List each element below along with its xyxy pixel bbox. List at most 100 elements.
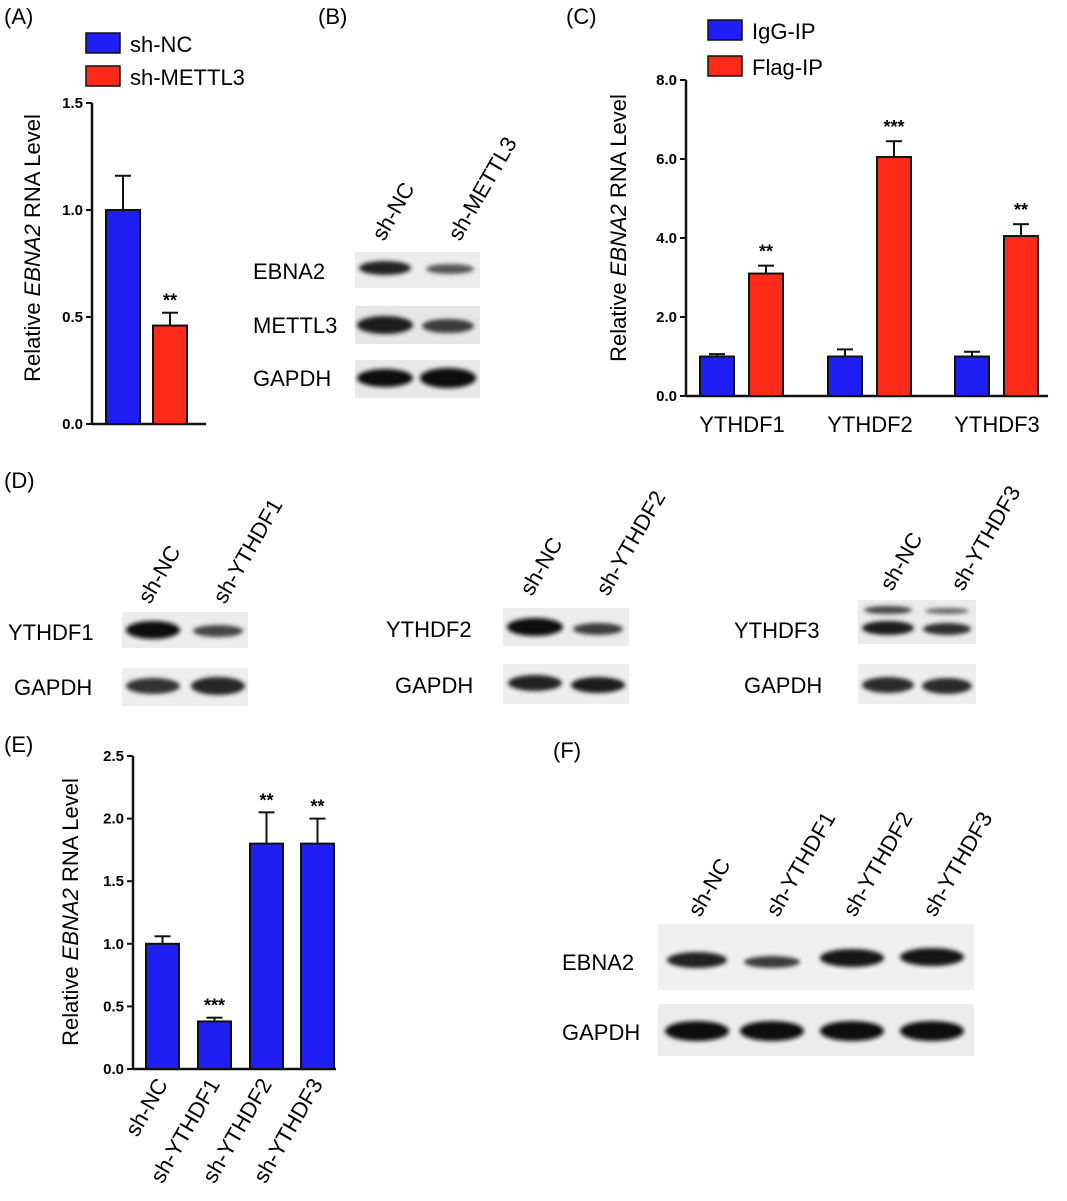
y-tick-label: 0.5 — [62, 309, 83, 326]
band — [862, 621, 914, 635]
significance-label: ** — [259, 790, 273, 810]
band — [359, 261, 411, 275]
band — [744, 956, 800, 968]
chart-a: 0.0 0.5 1.0 1.5 ** — [62, 95, 206, 433]
band — [357, 369, 413, 387]
chart-e-ylabel: Relative EBNA2 RNA Level — [58, 778, 83, 1046]
band — [193, 625, 243, 637]
blot-f-row-label-gapdh: GAPDH — [562, 1020, 640, 1045]
y-tick-label: 1.5 — [62, 95, 83, 112]
significance-label: ** — [310, 797, 324, 817]
band — [864, 606, 912, 614]
blot-b-row-label-ebna2: EBNA2 — [253, 259, 325, 284]
x-category-label: YTHDF3 — [954, 412, 1040, 437]
significance-label: *** — [883, 117, 904, 137]
blot-d1-lane-label-2: sh-YTHDF1 — [208, 494, 288, 607]
blot-d3-lane-label-2: sh-YTHDF3 — [946, 481, 1026, 594]
blot-f-lane-label-4: sh-YTHDF3 — [918, 807, 998, 920]
y-tick-label: 8.0 — [656, 72, 677, 89]
chart-e: 0.00.51.01.52.02.5sh-NC***sh-YTHDF1**sh-… — [103, 748, 336, 1187]
blot-b-row-label-gapdh: GAPDH — [253, 366, 331, 391]
bar — [105, 209, 141, 425]
legend-swatch-flag-ip — [707, 55, 743, 77]
bar — [145, 942, 180, 1070]
band — [571, 677, 625, 693]
blot-f-lane-label-3: sh-YTHDF2 — [838, 807, 918, 920]
y-tick-label: 1.0 — [103, 936, 124, 953]
panel-d: (D) sh-NC sh-YTHDF1 YTHDF1 GAPDH sh-NC s… — [4, 468, 1025, 706]
bar — [249, 842, 284, 1071]
y-tick-label: 0.0 — [656, 388, 677, 405]
band — [900, 948, 964, 966]
chart-c-ylabel: Relative EBNA2 RNA Level — [606, 94, 631, 362]
significance-label: *** — [204, 996, 225, 1016]
blot-b-lane-label-1: sh-NC — [367, 178, 420, 245]
y-tick-label: 0.0 — [103, 1061, 124, 1078]
y-tick-label: 2.0 — [103, 811, 124, 828]
y-tick-label: 1.5 — [103, 873, 124, 890]
panel-f: (F) sh-NC sh-YTHDF1 sh-YTHDF2 sh-YTHDF3 … — [553, 738, 997, 1056]
significance-label: ** — [163, 291, 177, 311]
panel-b-label: (B) — [318, 4, 347, 29]
panel-b: (B) sh-NC sh-METTL3 EBNA2 METTL3 GAPDH — [253, 4, 522, 398]
y-tick-label: 1.0 — [62, 202, 83, 219]
blot-d3-lane-label-1: sh-NC — [875, 528, 928, 595]
panel-a: (A) sh-NC sh-METTL3 0.0 0.5 1.0 1.5 ** Relat… — [4, 4, 245, 433]
band — [420, 368, 476, 388]
blot-f-row-label-ebna2: EBNA2 — [562, 950, 634, 975]
significance-label: ** — [759, 242, 773, 262]
legend-swatch-sh-mettl3 — [85, 65, 121, 87]
blot-d3-row-label-gapdh: GAPDH — [744, 673, 822, 698]
band — [126, 678, 180, 694]
chart-a-ylabel: Relative EBNA2 RNA Level — [20, 114, 45, 382]
significance-label: ** — [1014, 200, 1028, 220]
blot-b-lane-label-2: sh-METTL3 — [443, 132, 522, 244]
bar — [300, 842, 335, 1071]
band — [900, 1021, 964, 1041]
legend-swatch-igg-ip — [707, 19, 743, 41]
legend-label-sh-mettl3: sh-METTL3 — [130, 65, 245, 90]
band — [357, 316, 413, 334]
blot-d1-row-label-gapdh: GAPDH — [14, 675, 92, 700]
panel-f-label: (F) — [553, 738, 581, 763]
x-category-label: sh-NC — [120, 1074, 173, 1141]
band — [740, 1021, 804, 1041]
band — [573, 623, 623, 635]
y-tick-label: 0.0 — [62, 416, 83, 433]
blot-d1-row-label-ythdf1: YTHDF1 — [8, 620, 94, 645]
bar — [876, 156, 912, 397]
band — [922, 678, 972, 694]
blot-d2-lane-label-1: sh-NC — [515, 533, 568, 600]
blot-d2-lane-label-2: sh-YTHDF2 — [591, 486, 671, 599]
y-tick-label: 2.5 — [103, 748, 124, 765]
panel-c-label: (C) — [566, 4, 597, 29]
bar — [197, 1020, 232, 1071]
blot-d2-row-label-ythdf2: YTHDF2 — [386, 617, 472, 642]
blot-d3-row-label-ythdf3: YTHDF3 — [734, 618, 820, 643]
band — [126, 621, 180, 639]
band — [426, 264, 474, 274]
band — [667, 952, 727, 968]
band — [665, 1021, 729, 1041]
bar — [748, 272, 784, 397]
blot-f-lane-label-1: sh-NC — [683, 854, 736, 921]
legend-swatch-sh-nc — [85, 32, 121, 54]
bar — [1003, 235, 1039, 397]
blot-f-lane-label-2: sh-YTHDF1 — [761, 807, 841, 920]
bar — [699, 355, 735, 397]
band — [820, 949, 884, 967]
blot-b-row-label-mettl3: METTL3 — [253, 313, 337, 338]
panel-c: (C) IgG-IP Flag-IP 0.0 2.0 4.0 6.0 8.0 ** YTHD… — [566, 4, 1048, 437]
band — [191, 677, 245, 695]
band — [923, 623, 971, 635]
blot-b-membrane — [355, 252, 480, 398]
band — [862, 677, 914, 693]
band — [422, 319, 474, 333]
band — [820, 1021, 884, 1041]
legend-label-igg-ip: IgG-IP — [752, 19, 816, 44]
panel-e: (E) 0.00.51.01.52.02.5sh-NC***sh-YTHDF1*… — [4, 732, 336, 1187]
bar — [954, 355, 990, 397]
blot-d2-row-label-gapdh: GAPDH — [395, 673, 473, 698]
x-category-label: YTHDF2 — [827, 412, 913, 437]
panel-d-label: (D) — [4, 468, 35, 493]
